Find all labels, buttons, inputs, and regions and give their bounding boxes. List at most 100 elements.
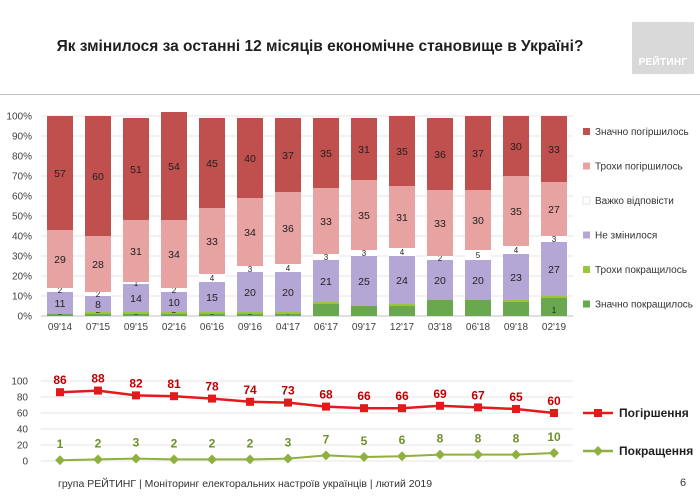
bar-segment bbox=[123, 220, 149, 282]
data-label: 40 bbox=[244, 153, 256, 165]
bar-segment bbox=[85, 314, 111, 316]
bar-segment bbox=[199, 282, 225, 312]
data-point bbox=[512, 405, 520, 413]
bar-segment bbox=[313, 254, 339, 260]
bar-segment bbox=[161, 314, 187, 316]
data-point bbox=[436, 401, 444, 410]
x-tick-label: 09'17 bbox=[352, 322, 377, 333]
legend-swatch bbox=[583, 300, 590, 308]
data-label: 25 bbox=[358, 276, 370, 288]
bar-segment bbox=[541, 242, 567, 296]
data-label: 7 bbox=[323, 432, 330, 446]
bar-segment bbox=[351, 180, 377, 250]
data-point bbox=[245, 454, 255, 465]
bar-segment bbox=[503, 302, 529, 316]
bar-segment bbox=[465, 260, 491, 300]
data-point bbox=[549, 448, 559, 458]
data-point bbox=[359, 452, 369, 462]
data-label: 5 bbox=[361, 434, 368, 448]
bar-segment bbox=[465, 190, 491, 250]
data-label: 34 bbox=[168, 249, 180, 261]
series-line bbox=[59, 452, 555, 462]
data-point bbox=[474, 403, 482, 412]
data-label: 69 bbox=[433, 387, 447, 401]
legend-label: Покращення bbox=[619, 444, 693, 458]
bar-segment bbox=[275, 264, 301, 272]
bar-segment bbox=[389, 256, 415, 304]
legend-label: Погіршення bbox=[619, 406, 689, 420]
bar-segment bbox=[275, 192, 301, 264]
bar-segment bbox=[351, 256, 377, 306]
bar-segment bbox=[541, 116, 567, 182]
bar-segment bbox=[427, 260, 453, 300]
data-label: 1 bbox=[57, 437, 64, 451]
data-label: 68 bbox=[319, 388, 333, 402]
data-point bbox=[208, 394, 216, 403]
bar-segment bbox=[123, 312, 149, 314]
data-label: 24 bbox=[396, 275, 408, 287]
x-tick-label: 12'17 bbox=[390, 322, 415, 333]
data-label: 31 bbox=[396, 212, 408, 224]
bar-segment bbox=[85, 236, 111, 292]
data-label: 8 bbox=[475, 432, 482, 446]
rating-logo: РЕЙТИНГ bbox=[632, 22, 694, 74]
y-tick-label: 20% bbox=[12, 272, 32, 283]
data-label: 4 bbox=[286, 264, 291, 273]
bar-segment bbox=[237, 198, 263, 266]
bar-segment bbox=[427, 118, 453, 190]
legend-swatch bbox=[583, 162, 590, 170]
bar-segment bbox=[237, 266, 263, 272]
bar-segment bbox=[465, 116, 491, 190]
data-label: 82 bbox=[129, 376, 143, 390]
bar-segment bbox=[85, 296, 111, 312]
footer-text: група РЕЙТИНГ | Моніторинг електоральних… bbox=[58, 478, 433, 490]
data-point bbox=[435, 449, 445, 460]
data-label: 4 bbox=[400, 248, 405, 257]
data-label: 31 bbox=[358, 144, 370, 156]
data-label: 2 bbox=[247, 436, 254, 450]
legend-label: Значно покращилось bbox=[595, 300, 693, 311]
data-label: 35 bbox=[510, 206, 522, 218]
data-point bbox=[284, 398, 292, 407]
legend-swatch bbox=[583, 266, 590, 273]
legend-marker bbox=[593, 446, 603, 456]
bar-segment bbox=[199, 118, 225, 208]
bar-segment bbox=[351, 118, 377, 180]
data-point bbox=[473, 449, 483, 460]
data-label: 67 bbox=[471, 388, 485, 402]
bar-segment bbox=[123, 118, 149, 220]
bar-segment bbox=[161, 312, 187, 314]
bar-segment bbox=[313, 304, 339, 316]
bar-segment bbox=[427, 190, 453, 256]
divider bbox=[0, 94, 700, 95]
y-tick-label: 0 bbox=[22, 457, 28, 468]
bar-segment bbox=[123, 314, 149, 316]
data-label: 27 bbox=[548, 204, 560, 216]
data-point bbox=[170, 392, 178, 401]
bar-segment bbox=[123, 282, 149, 284]
data-label: 2 bbox=[171, 436, 178, 450]
data-label: 29 bbox=[54, 254, 66, 266]
data-point bbox=[55, 455, 65, 466]
y-tick-label: 40 bbox=[17, 425, 29, 436]
data-point bbox=[550, 409, 558, 417]
data-label: 86 bbox=[53, 373, 67, 387]
bar-segment bbox=[237, 118, 263, 198]
data-label: 23 bbox=[510, 272, 522, 284]
y-tick-label: 80% bbox=[12, 152, 32, 163]
bar-segment bbox=[503, 176, 529, 246]
data-label: 36 bbox=[282, 223, 294, 235]
data-label: 3 bbox=[285, 436, 292, 450]
data-label: 5 bbox=[476, 251, 481, 260]
data-point bbox=[511, 449, 521, 460]
data-label: 27 bbox=[548, 264, 560, 276]
data-point bbox=[94, 386, 102, 395]
bar-segment bbox=[389, 306, 415, 316]
bar-segment bbox=[541, 182, 567, 236]
data-label: 1 bbox=[134, 279, 139, 288]
bar-segment bbox=[237, 314, 263, 316]
data-label: 30 bbox=[510, 141, 522, 153]
data-label: 34 bbox=[244, 227, 256, 239]
data-point bbox=[246, 397, 254, 406]
